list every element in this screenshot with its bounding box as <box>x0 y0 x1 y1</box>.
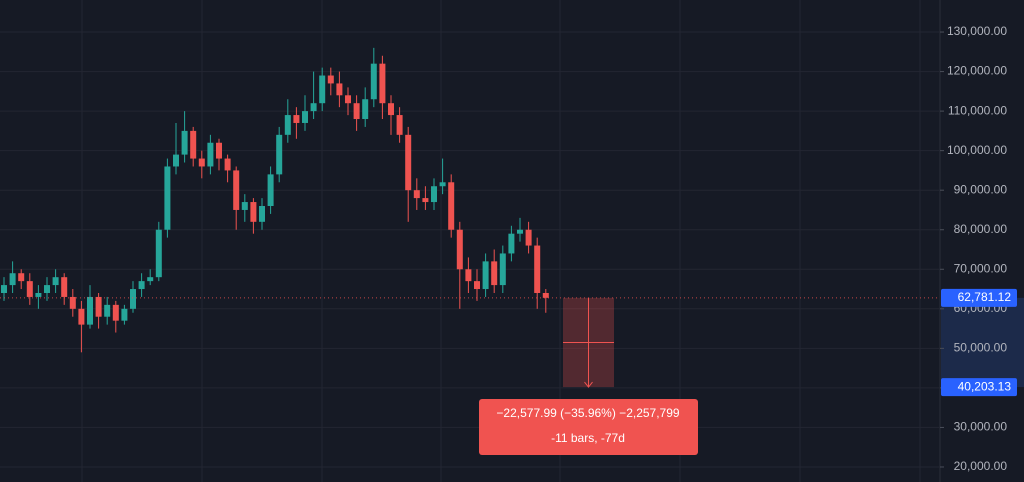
y-tick-label: 50,000.00 <box>954 341 1008 355</box>
candle-body <box>353 103 360 120</box>
candle-body <box>164 166 171 230</box>
candle-body <box>78 308 85 325</box>
candle-body <box>121 308 128 321</box>
candle-body <box>138 281 145 290</box>
y-tick-label: 30,000.00 <box>954 420 1008 434</box>
price-label: 40,203.13 <box>958 379 1012 393</box>
price-label-box <box>941 378 1017 397</box>
y-tick-label: 70,000.00 <box>954 261 1008 275</box>
candle-body <box>284 115 291 135</box>
candle-body <box>1 285 7 293</box>
y-tick-label: 100,000.00 <box>947 143 1007 157</box>
candle-body <box>302 111 308 123</box>
candle-body <box>155 229 162 278</box>
candle-body <box>439 182 446 187</box>
candle-body <box>319 75 326 104</box>
candle-body <box>388 103 394 116</box>
candle-body <box>474 281 480 290</box>
candle-body <box>233 170 240 210</box>
measure-tooltip <box>479 399 698 455</box>
axis-range-highlight <box>941 297 1024 388</box>
candle-body <box>405 134 412 191</box>
candle-body <box>267 174 274 207</box>
measure-arrow <box>584 381 593 388</box>
candle-body <box>26 281 33 297</box>
candle-body <box>61 277 68 297</box>
measure-text: −22,577.99 (−35.96%) −2,257,799 <box>496 406 679 420</box>
candle-body <box>379 63 386 104</box>
candle-body <box>448 182 455 230</box>
candle-body <box>491 261 498 286</box>
candle-body <box>396 115 403 135</box>
candle-body <box>345 95 351 104</box>
candle-body <box>422 198 429 203</box>
candle-body <box>465 269 472 282</box>
candle-body <box>87 296 93 325</box>
candle-body <box>224 158 231 171</box>
candle-body <box>362 99 369 120</box>
candle-body <box>198 158 205 167</box>
candle-body <box>9 273 16 286</box>
candle-body <box>499 253 506 286</box>
y-tick-label: 120,000.00 <box>947 64 1007 78</box>
candle-body <box>44 285 50 293</box>
candle-body <box>18 273 25 282</box>
candle-body <box>190 130 197 159</box>
candle-body <box>250 202 257 222</box>
candle-body <box>69 296 76 309</box>
measure-text: -11 bars, -77d <box>551 431 625 445</box>
candle-body <box>95 296 102 317</box>
candle-body <box>525 229 532 246</box>
candle-body <box>413 190 420 199</box>
candle-body <box>431 186 437 203</box>
candle-body <box>276 134 283 175</box>
y-tick-label: 130,000.00 <box>947 24 1007 38</box>
candle-body <box>456 229 463 270</box>
candle-body <box>508 233 515 254</box>
price-label: 62,781.12 <box>958 290 1012 304</box>
candle-body <box>310 103 317 112</box>
candle-body <box>147 277 154 282</box>
y-tick-label: 110,000.00 <box>948 103 1007 117</box>
candle-body <box>181 130 188 155</box>
candle-body <box>52 277 59 286</box>
candle-body <box>112 304 119 321</box>
y-tick-label: 80,000.00 <box>954 222 1008 236</box>
candle-body <box>207 142 214 167</box>
price-label-box <box>941 288 1017 307</box>
candle-body <box>104 304 111 317</box>
candle-body <box>327 75 334 84</box>
candle-body <box>370 63 377 100</box>
candle-body <box>293 115 300 123</box>
y-tick-label: 90,000.00 <box>954 182 1008 196</box>
candle-body <box>517 229 523 234</box>
candle-body <box>336 83 343 96</box>
candle-body <box>216 142 222 159</box>
candle-body <box>173 154 179 167</box>
candle-body <box>534 245 541 293</box>
candle-body <box>542 292 549 298</box>
candle-body <box>241 202 248 210</box>
candle-body <box>35 292 42 297</box>
candle-body <box>259 206 265 222</box>
y-tick-label: 20,000.00 <box>954 459 1008 473</box>
candle-body <box>130 289 136 309</box>
candle-body <box>482 261 489 290</box>
